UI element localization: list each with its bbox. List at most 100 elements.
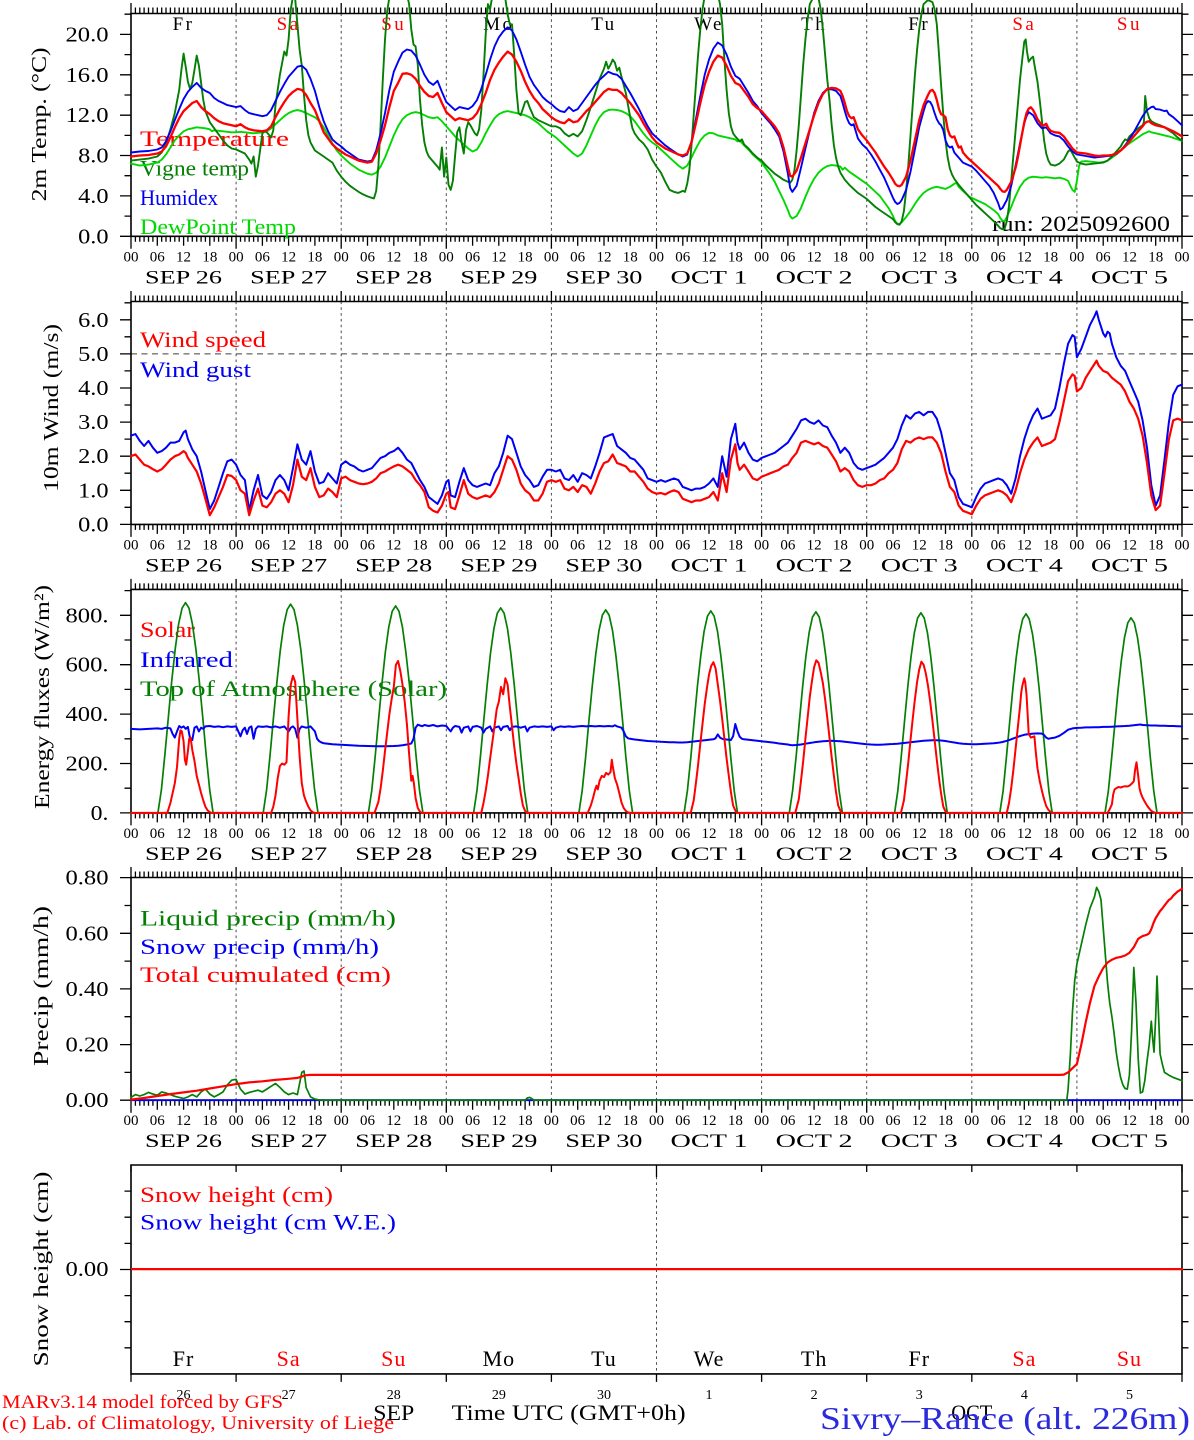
svg-text:Sa: Sa — [277, 14, 301, 35]
svg-text:06: 06 — [885, 537, 901, 553]
svg-text:SEP 26: SEP 26 — [145, 268, 222, 288]
svg-text:5: 5 — [1126, 1388, 1133, 1403]
svg-text:1.0: 1.0 — [78, 478, 108, 502]
svg-text:4: 4 — [1021, 1388, 1028, 1403]
svg-text:06: 06 — [991, 249, 1007, 265]
svg-text:OCT 1: OCT 1 — [671, 1132, 748, 1152]
svg-text:00: 00 — [229, 537, 244, 553]
svg-text:18: 18 — [1043, 1113, 1058, 1129]
svg-text:2: 2 — [811, 1388, 818, 1403]
svg-text:12: 12 — [702, 826, 717, 842]
svg-text:800.: 800. — [66, 603, 109, 627]
svg-text:00: 00 — [1175, 1113, 1190, 1129]
svg-text:DewPoint Temp: DewPoint Temp — [140, 214, 296, 239]
svg-text:SEP 30: SEP 30 — [565, 268, 642, 288]
svg-text:18: 18 — [1148, 826, 1163, 842]
svg-text:00: 00 — [859, 826, 874, 842]
svg-text:18: 18 — [623, 1113, 638, 1129]
svg-text:3.0: 3.0 — [78, 410, 108, 434]
svg-text:00: 00 — [124, 249, 139, 265]
svg-text:06: 06 — [885, 249, 901, 265]
svg-text:12: 12 — [176, 249, 191, 265]
svg-text:12: 12 — [596, 1113, 611, 1129]
svg-text:12: 12 — [1017, 1113, 1032, 1129]
svg-text:Snow height (cm): Snow height (cm) — [29, 1172, 53, 1367]
svg-text:00: 00 — [544, 249, 559, 265]
svg-text:OCT 3: OCT 3 — [881, 1132, 958, 1152]
svg-text:2m Temp. (°C): 2m Temp. (°C) — [27, 47, 51, 201]
svg-text:00: 00 — [229, 1113, 244, 1129]
svg-text:OCT 3: OCT 3 — [881, 556, 958, 576]
svg-text:18: 18 — [413, 826, 428, 842]
svg-text:18: 18 — [1148, 1113, 1163, 1129]
svg-text:OCT 5: OCT 5 — [1091, 268, 1168, 288]
svg-text:12.0: 12.0 — [66, 103, 109, 127]
svg-text:SEP 29: SEP 29 — [460, 845, 537, 865]
svg-text:12: 12 — [1017, 249, 1032, 265]
svg-text:12: 12 — [912, 1113, 927, 1129]
svg-text:Su: Su — [381, 1346, 406, 1371]
svg-text:SEP 29: SEP 29 — [460, 1132, 537, 1152]
svg-text:06: 06 — [1096, 826, 1112, 842]
svg-text:06: 06 — [570, 537, 586, 553]
svg-text:06: 06 — [150, 249, 166, 265]
svg-text:00: 00 — [649, 537, 664, 553]
svg-text:0.60: 0.60 — [66, 921, 109, 945]
svg-text:18: 18 — [623, 826, 638, 842]
svg-text:OCT 4: OCT 4 — [986, 268, 1063, 288]
svg-text:06: 06 — [675, 537, 691, 553]
svg-text:12: 12 — [912, 826, 927, 842]
svg-text:OCT 1: OCT 1 — [671, 268, 748, 288]
svg-text:00: 00 — [1175, 826, 1190, 842]
svg-text:Tu: Tu — [591, 1346, 617, 1371]
svg-text:SEP 27: SEP 27 — [250, 556, 327, 576]
svg-text:(c) Lab. of Climatology, Unive: (c) Lab. of Climatology, University of L… — [2, 1413, 394, 1434]
svg-text:OCT: OCT — [951, 1400, 992, 1425]
svg-text:OCT 5: OCT 5 — [1091, 1132, 1168, 1152]
svg-text:0.40: 0.40 — [66, 977, 109, 1001]
svg-text:400.: 400. — [66, 702, 109, 726]
svg-text:SEP 26: SEP 26 — [145, 845, 222, 865]
svg-text:0.0: 0.0 — [78, 224, 108, 248]
svg-text:00: 00 — [334, 249, 349, 265]
svg-text:12: 12 — [491, 826, 506, 842]
svg-text:00: 00 — [439, 537, 454, 553]
svg-text:12: 12 — [176, 826, 191, 842]
svg-text:Sa: Sa — [277, 1346, 301, 1371]
svg-text:12: 12 — [1122, 249, 1137, 265]
svg-text:12: 12 — [807, 537, 822, 553]
svg-text:3: 3 — [916, 1388, 923, 1403]
svg-text:00: 00 — [964, 537, 979, 553]
svg-text:18: 18 — [833, 249, 848, 265]
svg-text:Su: Su — [1117, 1346, 1142, 1371]
svg-text:0.0: 0.0 — [78, 512, 108, 536]
svg-text:18: 18 — [728, 1113, 743, 1129]
svg-text:06: 06 — [991, 826, 1007, 842]
svg-text:SEP 30: SEP 30 — [565, 1132, 642, 1152]
svg-text:We: We — [694, 14, 724, 35]
svg-text:20.0: 20.0 — [66, 22, 109, 46]
svg-text:Mo: Mo — [483, 1346, 516, 1371]
svg-text:00: 00 — [544, 1113, 559, 1129]
svg-text:30: 30 — [597, 1388, 611, 1403]
svg-text:06: 06 — [885, 826, 901, 842]
svg-text:12: 12 — [176, 537, 191, 553]
svg-text:06: 06 — [1096, 1113, 1112, 1129]
svg-text:SEP 26: SEP 26 — [145, 556, 222, 576]
svg-text:00: 00 — [649, 826, 664, 842]
svg-text:18: 18 — [623, 537, 638, 553]
svg-text:00: 00 — [754, 1113, 769, 1129]
svg-text:00: 00 — [439, 1113, 454, 1129]
svg-text:OCT 3: OCT 3 — [881, 268, 958, 288]
svg-text:4.0: 4.0 — [78, 376, 108, 400]
svg-text:18: 18 — [728, 537, 743, 553]
svg-text:6.0: 6.0 — [78, 308, 108, 332]
svg-text:06: 06 — [570, 826, 586, 842]
svg-text:12: 12 — [176, 1113, 191, 1129]
svg-text:18: 18 — [938, 249, 953, 265]
svg-text:06: 06 — [1096, 249, 1112, 265]
svg-text:Th: Th — [801, 1346, 827, 1371]
svg-text:SEP 28: SEP 28 — [355, 845, 432, 865]
svg-text:Sa: Sa — [1012, 1346, 1036, 1371]
svg-text:18: 18 — [728, 826, 743, 842]
